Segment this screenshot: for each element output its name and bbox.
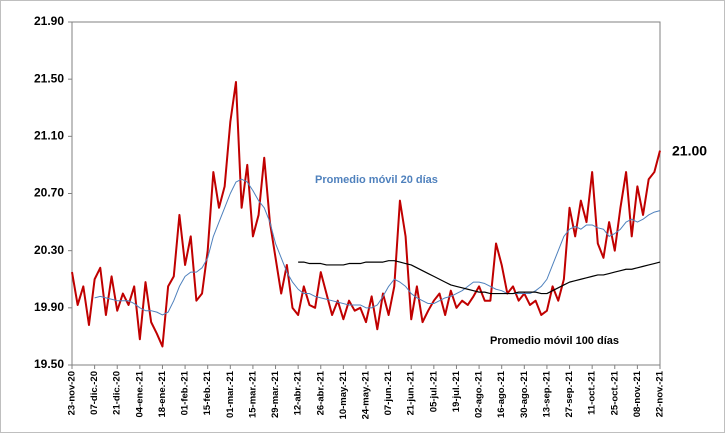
x-tick-label: 08-nov.-21 [632,370,643,417]
x-tick-label: 01-feb.-21 [180,370,191,415]
x-tick-label: 02-ago.-21 [474,370,485,418]
x-tick-label: 01-mar.-21 [225,370,236,418]
x-tick-label: 13-sep.-21 [541,370,552,417]
x-tick-label: 18-ene.-21 [157,370,168,417]
x-tick-label: 22-nov.-21 [655,370,666,417]
series-annotation: Promedio móvil 20 días [315,174,438,186]
value-label: 21.00 [672,143,707,159]
x-tick-label: 30-ago.-21 [519,370,530,418]
x-tick-label: 15-mar.-21 [247,370,258,418]
y-tick-label: 21.90 [34,14,64,28]
x-tick-label: 29-mar.-21 [270,370,281,418]
x-tick-label: 07-dic.-20 [89,371,100,415]
y-tick-label: 19.50 [34,357,64,371]
x-tick-label: 15-feb.-21 [202,370,213,415]
x-tick-label: 04-ene.-21 [134,370,145,417]
x-tick-label: 05-jul.-21 [428,370,439,412]
y-tick-label: 20.70 [34,186,64,200]
series-line [298,260,661,295]
x-tick-label: 07-jun.-21 [383,370,394,415]
x-tick-label: 24-may.-21 [361,370,372,419]
x-tick-label: 16-ago.-21 [496,370,507,418]
y-tick-label: 21.10 [34,129,64,143]
x-tick-label: 21-dic.-20 [112,371,123,415]
x-tick-label: 11-oct.-21 [587,370,598,415]
x-tick-label: 10-may.-21 [338,370,349,419]
series-line [94,178,661,316]
x-tick-label: 26-abr.-21 [315,370,326,415]
x-tick-label: 12-abr.-21 [293,370,304,415]
y-tick-label: 19.90 [34,300,64,314]
x-tick-label: 19-jul.-21 [451,370,462,412]
x-tick-label: 25-oct.-21 [609,370,620,415]
x-tick-label: 27-sep.-21 [564,370,575,417]
x-tick-label: 21-jun.-21 [406,370,417,415]
y-tick-label: 21.50 [34,71,64,85]
series-annotation: Promedio móvil 100 días [490,335,619,347]
x-tick-label: 23-nov-20 [67,371,78,415]
y-tick-label: 20.30 [34,243,64,257]
